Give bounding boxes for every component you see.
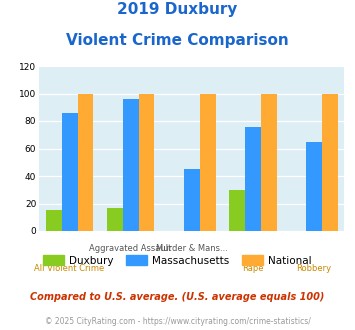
Bar: [322, 93, 338, 231]
Bar: [77, 93, 93, 231]
Text: Compared to U.S. average. (U.S. average equals 100): Compared to U.S. average. (U.S. average …: [30, 292, 325, 302]
Legend: Duxbury, Massachusetts, National: Duxbury, Massachusetts, National: [39, 251, 316, 270]
Bar: [138, 93, 154, 231]
Bar: [261, 93, 277, 231]
Bar: [62, 113, 77, 231]
Text: Robbery: Robbery: [296, 264, 331, 273]
Text: Rape: Rape: [242, 264, 263, 273]
Bar: [200, 93, 215, 231]
Text: Violent Crime Comparison: Violent Crime Comparison: [66, 33, 289, 48]
Text: Murder & Mans...: Murder & Mans...: [156, 244, 228, 253]
Bar: [123, 99, 138, 231]
Bar: [229, 190, 245, 231]
Text: All Violent Crime: All Violent Crime: [34, 264, 105, 273]
Bar: [107, 208, 123, 231]
Text: Aggravated Assault: Aggravated Assault: [89, 244, 172, 253]
Bar: [46, 211, 62, 231]
Text: 2019 Duxbury: 2019 Duxbury: [117, 2, 238, 16]
Bar: [184, 169, 200, 231]
Text: © 2025 CityRating.com - https://www.cityrating.com/crime-statistics/: © 2025 CityRating.com - https://www.city…: [45, 317, 310, 326]
Bar: [245, 126, 261, 231]
Bar: [306, 142, 322, 231]
